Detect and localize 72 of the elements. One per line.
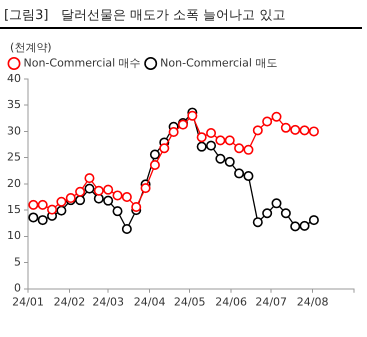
x-tick-label: 24/01 [12,295,44,308]
point [56,196,66,207]
point [75,195,86,206]
point [103,196,114,206]
point [47,204,58,215]
point [243,171,254,182]
point [103,184,114,195]
y-tick-label: 35 [6,98,21,112]
point [262,116,272,126]
point [150,160,160,170]
point [187,110,198,121]
point [150,150,160,160]
y-tick-label: 0 [14,282,21,295]
point [56,206,66,216]
point [272,198,282,208]
point [122,224,132,234]
point [38,200,48,210]
point [168,126,179,137]
point [262,208,272,218]
x-tick-label: 24/04 [134,295,166,308]
point [159,143,170,154]
point [215,154,226,164]
point [140,183,151,194]
y-tick-label: 40 [6,72,21,85]
point [112,190,123,200]
point [224,156,235,167]
point [38,215,48,226]
legend-label: Non-Commercial 매수 [24,56,141,70]
y-axis-title: (천계약) [10,40,52,55]
chart-title: [그림3] 달러선물은 매도가 소폭 늘어나고 있고 [4,7,286,24]
point [75,186,86,197]
point [280,122,291,133]
point [300,125,310,136]
x-tick-label: 24/07 [255,295,288,308]
point [290,124,300,135]
point [280,208,291,218]
point [122,192,132,202]
point [112,206,123,216]
y-tick-label: 15 [6,202,21,216]
point [196,142,207,152]
point [206,140,216,151]
point [252,125,263,136]
y-tick-label: 25 [6,150,21,164]
point [308,215,319,226]
x-tick-label: 24/08 [296,295,328,308]
point [28,212,38,222]
point [131,202,142,212]
point [94,186,104,196]
legend-label: Non-Commercial 매도 [160,56,278,70]
point [206,128,216,138]
point [290,221,300,232]
point [252,217,263,228]
x-tick-label: 24/06 [215,295,247,308]
point [224,135,235,146]
point [84,184,94,194]
x-tick-label: 24/03 [92,295,124,308]
point [215,135,226,146]
point [234,143,244,154]
point [84,173,94,184]
y-tick-label: 20 [6,176,21,190]
point [300,220,310,231]
y-tick-label: 30 [6,124,21,138]
point [28,200,38,210]
point [234,168,244,178]
x-tick-label: 24/02 [54,295,86,308]
x-tick-label: 24/05 [174,295,206,308]
y-tick-label: 5 [14,255,21,268]
point [243,144,254,155]
point [272,112,282,122]
point [308,126,319,136]
point [196,132,207,142]
y-tick-label: 10 [6,229,21,242]
